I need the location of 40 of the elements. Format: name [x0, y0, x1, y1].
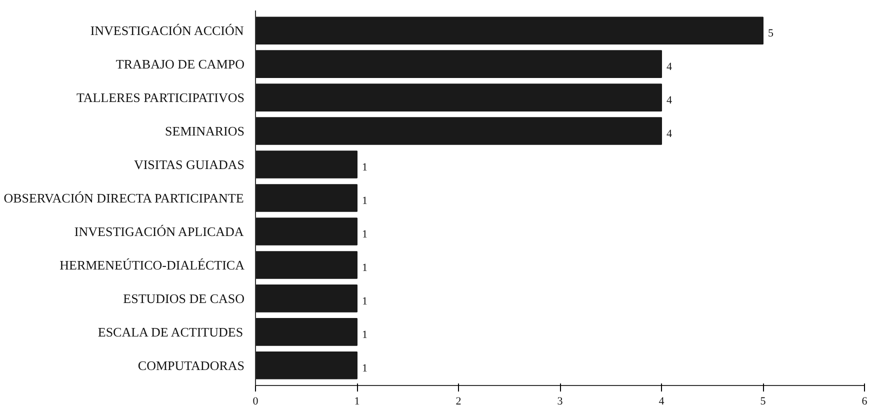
x-tick-label: 2	[456, 396, 462, 407]
data-label: 1	[362, 228, 368, 240]
data-label: 1	[362, 295, 368, 308]
y-tick-label: VISITAS GUIADAS	[134, 157, 244, 172]
data-label: 1	[362, 162, 368, 174]
bar	[256, 318, 358, 346]
x-tick-label: 4	[658, 396, 665, 407]
data-label: 5	[768, 28, 774, 40]
y-tick-label: ESTUDIOS DE CASO	[123, 290, 244, 306]
data-label: 1	[362, 195, 368, 207]
y-tick-label: TRABAJO DE CAMPO	[116, 56, 245, 72]
data-label: 4	[666, 61, 672, 74]
y-tick-label: INVESTIGACIÓN ACCIÓN	[90, 23, 244, 38]
y-tick-label: INVESTIGACIÓN APLICADA	[74, 224, 244, 239]
y-tick-label: ESCALA DE ACTITUDES	[98, 324, 244, 340]
x-tick-label: 1	[354, 396, 360, 407]
y-tick-label: COMPUTADORAS	[138, 358, 245, 373]
data-label: 1	[362, 362, 368, 374]
x-tick-label: 3	[557, 396, 564, 407]
x-tick-label: 5	[760, 396, 766, 407]
bar	[256, 16, 764, 44]
bar	[256, 352, 358, 380]
x-tick-label: 0	[252, 396, 259, 407]
y-tick-label: TALLERES PARTICIPATIVOS	[76, 90, 245, 106]
data-label: 4	[666, 94, 672, 107]
bar	[256, 218, 358, 246]
bar	[256, 50, 662, 78]
bar	[256, 284, 358, 312]
data-label: 1	[362, 262, 368, 274]
y-tick-label: HERMENEÚTICO-DIALÉCTICA	[60, 257, 246, 272]
bar	[256, 84, 662, 112]
data-label: 1	[362, 328, 368, 341]
bar	[256, 184, 358, 212]
bar	[256, 150, 358, 178]
y-tick-label: SEMINARIOS	[165, 124, 245, 139]
x-tick-label: 6	[862, 396, 868, 407]
bar	[256, 251, 358, 279]
bar	[256, 117, 662, 145]
data-label: 4	[666, 128, 672, 140]
y-tick-label: OBSERVACIÓN DIRECTA PARTICIPANTE	[4, 190, 244, 206]
